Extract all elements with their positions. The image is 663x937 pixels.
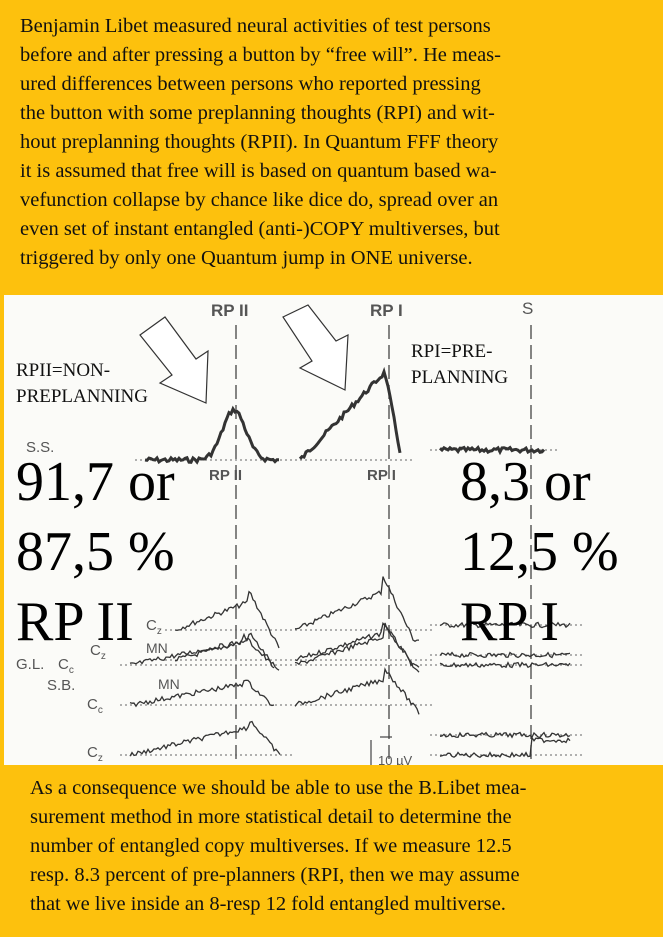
eeg-waveforms <box>129 366 571 759</box>
eeg-trace <box>144 405 279 465</box>
s-label: S <box>522 299 533 318</box>
eeg-trace <box>439 735 571 759</box>
conclusion-line: As a consequence we should be able to us… <box>30 777 527 799</box>
mn-label: MN <box>146 640 168 656</box>
mn-label: MN <box>158 676 180 692</box>
right-percent-line1: 8,3 or <box>460 451 591 513</box>
right-percent-line2: 12,5 % <box>460 521 619 583</box>
intro-line: the button with some preplanning thought… <box>20 102 495 124</box>
conclusion-line: that we live inside an 8-resp 12 fold en… <box>30 893 506 915</box>
rp2-mid-label: RP II <box>209 467 242 484</box>
intro-text-block: Benjamin Libet measured neural activitie… <box>0 0 663 295</box>
left-rp2-label: RP II <box>16 591 134 653</box>
conclusion-line: surement method in more statistical deta… <box>30 806 512 828</box>
left-percent-line1: 91,7 or <box>16 451 175 513</box>
intro-line: ured differences between persons who rep… <box>20 73 481 95</box>
rp2-top-label: RP II <box>211 301 248 320</box>
eeg-trace <box>298 366 402 460</box>
rp2-annotation-line1: RPII=NON- <box>16 360 110 381</box>
rp2-annotation-line2: PREPLANNING <box>16 386 148 407</box>
left-percent-line2: 87,5 % <box>16 521 175 583</box>
eeg-trace <box>438 444 546 456</box>
channel-cz-label: Cz <box>146 617 162 637</box>
eeg-trace <box>439 621 571 629</box>
conclusion-line: number of entangled copy multiverses. If… <box>30 835 512 857</box>
eeg-trace <box>174 590 280 649</box>
intro-line: even set of instant entangled (anti-)COP… <box>20 218 500 240</box>
subject-sb-label: S.B. <box>47 677 75 694</box>
eeg-trace <box>439 731 571 739</box>
intro-line: vefunction collapse by chance like dice … <box>20 189 499 211</box>
channel-cc-label: Cc <box>87 696 103 716</box>
conclusion-text-block: As a consequence we should be able to us… <box>0 765 663 937</box>
eeg-trace <box>129 679 275 708</box>
rp1-top-label: RP I <box>370 301 403 320</box>
channel-cz-label: Cz <box>90 642 106 662</box>
eeg-trace <box>439 651 571 659</box>
eeg-figure: RP II RP I S RP II RP I S.S. G.L. S.B. C… <box>4 295 663 765</box>
rp1-annotation-line2: PLANNING <box>411 367 508 388</box>
intro-line: before and after pressing a button by “f… <box>20 44 501 66</box>
intro-line: Benjamin Libet measured neural activitie… <box>20 15 491 37</box>
eeg-trace <box>129 720 281 757</box>
eeg-trace <box>439 661 571 669</box>
intro-line: triggered by only one Quantum jump in ON… <box>20 247 473 269</box>
channel-cc-label: Cc <box>58 656 74 676</box>
arrow-icon <box>282 304 349 391</box>
subject-gl-label: G.L. <box>16 656 44 673</box>
arrow-icon <box>139 316 209 404</box>
scale-label: 10 µV <box>378 753 413 765</box>
rp1-annotation-line1: RPI=PRE- <box>411 341 492 362</box>
eeg-trace <box>294 667 420 715</box>
eeg-trace <box>129 632 275 669</box>
right-rp1-label: RP I <box>460 591 559 653</box>
eeg-traces: RP II RP I S RP II RP I S.S. G.L. S.B. C… <box>16 299 619 765</box>
subject-ss-label: S.S. <box>26 439 54 456</box>
conclusion-line: resp. 8.3 percent of pre-planners (RPI, … <box>30 864 520 886</box>
eeg-trace <box>174 632 280 671</box>
eeg-trace <box>294 622 420 673</box>
intro-line: hout preplanning thoughts (RPII). In Qua… <box>20 131 499 153</box>
eeg-trace <box>294 576 419 642</box>
channel-cz-label: Cz <box>87 744 103 764</box>
rp1-mid-label: RP I <box>367 467 396 484</box>
intro-line: it is assumed that free will is based on… <box>20 160 497 182</box>
